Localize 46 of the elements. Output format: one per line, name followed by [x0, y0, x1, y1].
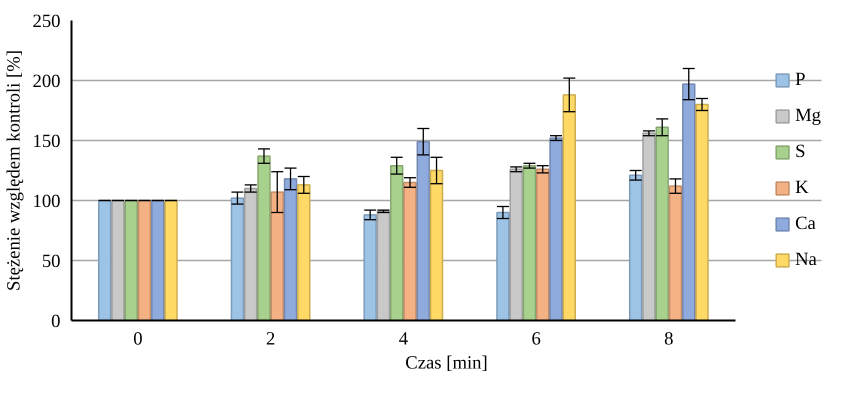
bar: [164, 200, 178, 320]
x-tick-label: 6: [531, 328, 541, 350]
y-tick-label: 150: [32, 131, 60, 152]
bar: [284, 178, 298, 320]
bar: [138, 200, 152, 320]
x-tick-label: 2: [266, 328, 276, 350]
legend-label: P: [795, 69, 806, 91]
bar: [390, 164, 404, 320]
bar: [244, 188, 258, 320]
y-tick-label: 100: [32, 191, 60, 212]
bar: [403, 182, 417, 320]
bar: [562, 94, 576, 320]
bar: [430, 170, 444, 320]
bar: [522, 164, 536, 320]
x-tick-label: 4: [398, 328, 409, 350]
bar: [98, 200, 112, 320]
legend-label: Mg: [795, 105, 821, 127]
bar: [297, 184, 311, 320]
legend-label: K: [795, 177, 810, 199]
legend-label: Na: [795, 249, 817, 271]
bar: [668, 185, 682, 320]
bar: [655, 126, 669, 320]
y-tick-label: 200: [32, 71, 60, 92]
bar: [230, 197, 244, 320]
bar: [549, 137, 563, 320]
legend-label: Ca: [795, 213, 816, 235]
x-tick-label: 0: [133, 328, 143, 350]
bar: [151, 200, 165, 320]
bar: [628, 174, 642, 320]
bar: [496, 212, 510, 320]
y-tick-label: 250: [32, 11, 60, 32]
bar: [270, 191, 284, 320]
y-tick-label: 0: [51, 311, 60, 332]
bar: [416, 140, 430, 320]
x-axis-title: Czas [min]: [405, 352, 488, 374]
bar: [363, 214, 377, 320]
bar: [124, 200, 138, 320]
bar: [536, 168, 550, 320]
bar: [376, 210, 390, 320]
bar: [682, 83, 696, 320]
bar: [695, 104, 709, 320]
legend-label: S: [795, 141, 806, 163]
y-tick-label: 50: [42, 251, 60, 272]
x-tick-label: 8: [664, 328, 674, 350]
y-axis-title: Stężenie względem kontroli [%]: [4, 50, 25, 291]
bar: [257, 155, 271, 320]
